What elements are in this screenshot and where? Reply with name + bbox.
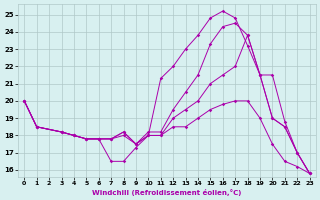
X-axis label: Windchill (Refroidissement éolien,°C): Windchill (Refroidissement éolien,°C) bbox=[92, 189, 242, 196]
